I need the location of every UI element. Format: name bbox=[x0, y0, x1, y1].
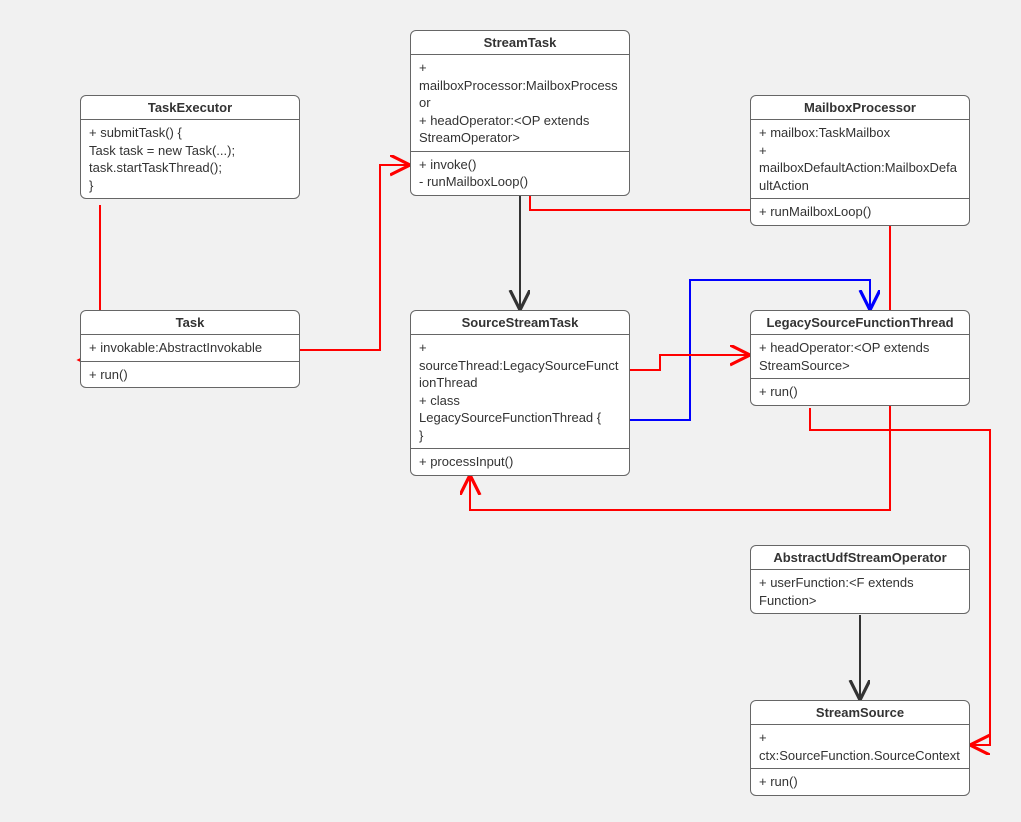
class-section: + run() bbox=[751, 379, 969, 405]
class-section: + ctx:SourceFunction.SourceContext bbox=[751, 725, 969, 769]
class-section: + run() bbox=[81, 362, 299, 388]
class-title: StreamSource bbox=[751, 701, 969, 725]
class-section: + mailboxProcessor:MailboxProcessor + he… bbox=[411, 55, 629, 152]
class-abstractudfstreamoperator: AbstractUdfStreamOperator + userFunction… bbox=[750, 545, 970, 614]
class-taskexecutor: TaskExecutor + submitTask() { Task task … bbox=[80, 95, 300, 199]
class-title: AbstractUdfStreamOperator bbox=[751, 546, 969, 570]
class-section: + processInput() bbox=[411, 449, 629, 475]
edge-sourcestreamtask-legacythread-red bbox=[630, 355, 750, 370]
class-section: + mailbox:TaskMailbox + mailboxDefaultAc… bbox=[751, 120, 969, 199]
class-title: LegacySourceFunctionThread bbox=[751, 311, 969, 335]
class-streamtask: StreamTask + mailboxProcessor:MailboxPro… bbox=[410, 30, 630, 196]
class-section: + userFunction:<F extends Function> bbox=[751, 570, 969, 613]
class-section: + invoke() - runMailboxLoop() bbox=[411, 152, 629, 195]
class-title: TaskExecutor bbox=[81, 96, 299, 120]
class-title: SourceStreamTask bbox=[411, 311, 629, 335]
class-sourcestreamtask: SourceStreamTask + sourceThread:LegacySo… bbox=[410, 310, 630, 476]
class-legacysourcefunctionthread: LegacySourceFunctionThread + headOperato… bbox=[750, 310, 970, 406]
class-title: MailboxProcessor bbox=[751, 96, 969, 120]
class-streamsource: StreamSource + ctx:SourceFunction.Source… bbox=[750, 700, 970, 796]
class-mailboxprocessor: MailboxProcessor + mailbox:TaskMailbox +… bbox=[750, 95, 970, 226]
class-section: + submitTask() { Task task = new Task(..… bbox=[81, 120, 299, 198]
class-section: + invokable:AbstractInvokable bbox=[81, 335, 299, 362]
class-section: + run() bbox=[751, 769, 969, 795]
class-section: + headOperator:<OP extends StreamSource> bbox=[751, 335, 969, 379]
class-task: Task + invokable:AbstractInvokable + run… bbox=[80, 310, 300, 388]
diagram-canvas: TaskExecutor + submitTask() { Task task … bbox=[0, 0, 1021, 822]
edge-task-streamtask bbox=[300, 165, 410, 350]
class-title: Task bbox=[81, 311, 299, 335]
class-title: StreamTask bbox=[411, 31, 629, 55]
class-section: + runMailboxLoop() bbox=[751, 199, 969, 225]
class-section: + sourceThread:LegacySourceFunctionThrea… bbox=[411, 335, 629, 449]
